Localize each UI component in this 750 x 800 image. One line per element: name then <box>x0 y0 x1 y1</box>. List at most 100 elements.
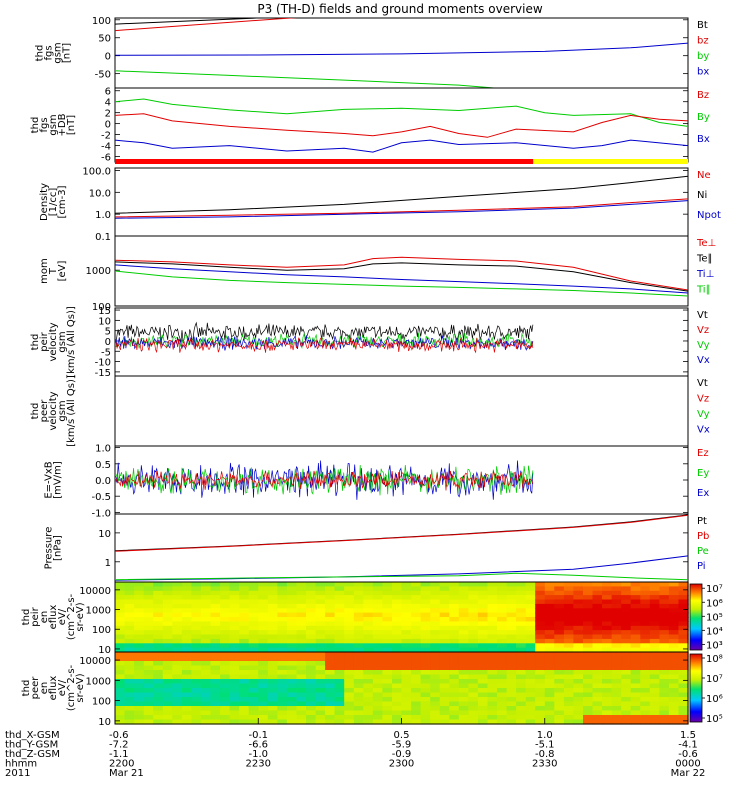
spectrogram-cell <box>535 652 546 658</box>
spectrogram-cell <box>430 710 441 716</box>
y-axis-label: en <box>39 611 50 624</box>
spectrogram-cell <box>640 683 651 689</box>
spectrogram-cell <box>200 688 212 694</box>
spectrogram-cell <box>563 665 575 671</box>
spectrogram-cell <box>306 710 317 716</box>
spectrogram-cell <box>468 647 479 653</box>
spectrogram-cell <box>134 652 145 658</box>
spectrogram-cell <box>372 590 384 596</box>
spectrogram-cell <box>200 603 212 609</box>
y-tick-label: 1.0 <box>95 210 111 221</box>
spectrogram-cell <box>573 608 584 614</box>
spectrogram-cell <box>200 665 212 671</box>
x-row-value: -0.6 <box>109 730 129 741</box>
spectrogram-cell <box>668 608 680 614</box>
spectrogram-cell <box>401 701 412 707</box>
spectrogram-cell <box>392 582 403 587</box>
spectrogram-cell <box>382 692 393 698</box>
legend-bz: bz <box>697 36 709 47</box>
spectrogram-cell <box>143 692 154 698</box>
spectrogram-cell <box>411 652 422 658</box>
spectrogram-cell <box>325 630 336 636</box>
spectrogram-cell <box>649 701 660 707</box>
spectrogram-cell <box>363 692 374 698</box>
spectrogram-cell <box>363 683 374 689</box>
spectrogram-cell <box>497 670 508 676</box>
spectrogram-cell <box>640 603 651 609</box>
spectrogram-cell <box>544 599 555 605</box>
spectrogram-cell <box>229 701 240 707</box>
spectrogram-cell <box>353 679 364 685</box>
spectrogram-cell <box>229 670 240 676</box>
spectrogram-cell <box>372 665 384 671</box>
spectrogram-cell <box>449 674 460 680</box>
spectrogram-cell <box>296 612 307 618</box>
spectrogram-cell <box>497 621 508 627</box>
spectrogram-cell <box>554 582 565 587</box>
spectrogram-cell <box>315 608 326 614</box>
spectrogram-cell <box>573 643 584 649</box>
spectrogram-cell <box>134 688 145 694</box>
spectrogram-cell <box>458 670 469 676</box>
spectrogram-cell <box>181 595 193 601</box>
spectrogram-cell <box>659 590 670 596</box>
spectrogram-cell <box>153 634 164 640</box>
spectrogram-cell <box>554 706 565 712</box>
spectrogram-cell <box>477 715 489 721</box>
spectrogram-cell <box>602 701 613 707</box>
spectrogram-cell <box>611 603 622 609</box>
spectrogram-cell <box>544 706 555 712</box>
spectrogram-cell <box>277 719 288 725</box>
spectrogram-cell <box>210 586 221 592</box>
spectrogram-cell <box>506 586 517 592</box>
spectrogram-cell <box>210 697 221 703</box>
spectrogram-cell <box>630 621 641 627</box>
spectrogram-cell <box>334 595 345 601</box>
spectrogram-cell <box>363 595 374 601</box>
legend-Bt: Bt <box>697 20 708 31</box>
spectrogram-cell <box>239 674 250 680</box>
spectrogram-cell <box>325 710 336 716</box>
spectrogram-cell <box>611 630 622 636</box>
spectrogram-cell <box>229 608 240 614</box>
spectrogram-cell <box>583 617 594 622</box>
spectrogram-cell <box>210 634 221 640</box>
spectrogram-cell <box>344 590 355 596</box>
spectrogram-cell <box>420 638 431 644</box>
spectrogram-cell <box>411 692 422 698</box>
y-axis-label: [km/s (All Qs)] <box>66 375 77 447</box>
spectrogram-cell <box>363 719 374 725</box>
spectrogram-cell <box>210 582 221 587</box>
spectrogram-cell <box>497 719 508 725</box>
spectrogram-cell <box>468 638 479 644</box>
spectrogram-cell <box>181 719 193 725</box>
spectrogram-cell <box>430 590 441 596</box>
spectrogram-cell <box>649 706 660 712</box>
colorbar-strip <box>689 583 703 651</box>
spectrogram-cell <box>143 683 154 689</box>
spectrogram-cell <box>525 595 536 601</box>
spectrogram-cell <box>649 621 660 627</box>
spectrogram-cell <box>506 603 517 609</box>
spectrogram-cell <box>172 625 183 631</box>
spectrogram-cell <box>487 617 498 622</box>
spectrogram-cell <box>277 656 288 662</box>
spectrogram-cell <box>372 608 384 614</box>
spectrogram-cell <box>181 603 193 609</box>
spectrogram-cell <box>659 643 670 649</box>
spectrogram-cell <box>143 674 154 680</box>
spectrogram-cell <box>516 630 527 636</box>
spectrogram-cell <box>573 692 584 698</box>
spectrogram-cell <box>401 582 412 587</box>
spectrogram-cell <box>477 674 489 680</box>
spectrogram-cell <box>267 595 278 601</box>
spectrogram-cell <box>668 701 680 707</box>
spectrogram-cell <box>487 621 498 627</box>
spectrogram-cell <box>372 603 384 609</box>
spectrogram-cell <box>401 679 412 685</box>
spectrogram-cell <box>458 688 469 694</box>
spectrogram-cell <box>592 665 603 671</box>
spectrogram-cell <box>392 599 403 605</box>
spectrogram-cell <box>497 590 508 596</box>
y-tick-label: -2 <box>101 131 111 142</box>
